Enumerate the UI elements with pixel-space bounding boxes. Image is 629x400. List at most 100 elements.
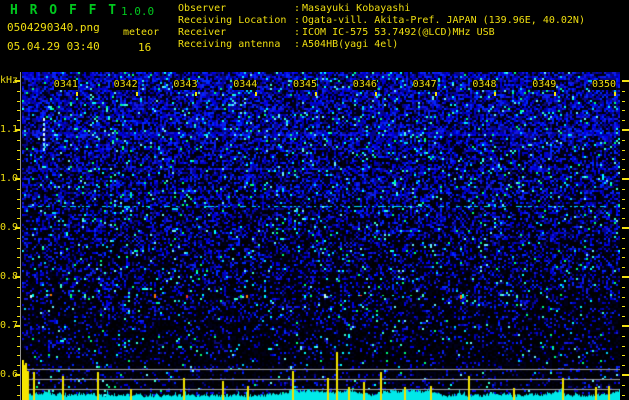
freq-major-tick-left [15, 276, 20, 278]
freq-minor-tick-left [17, 140, 20, 141]
freq-minor-tick-left [17, 189, 20, 190]
freq-minor-tick-right [622, 91, 625, 92]
time-tick-label: 0347 [412, 79, 437, 90]
freq-minor-tick-left [17, 218, 20, 219]
freq-major-tick-left [15, 374, 20, 376]
freq-minor-tick-left [17, 267, 20, 268]
freq-minor-tick-right [622, 199, 625, 200]
freq-minor-tick-left [17, 306, 20, 307]
info-label: Observer [178, 3, 227, 14]
minute-tick [195, 92, 198, 96]
freq-minor-tick-right [622, 316, 625, 317]
freq-minor-tick-right [622, 218, 625, 219]
spectrogram-canvas [22, 72, 620, 400]
freq-minor-tick-left [17, 336, 20, 337]
station-info-panel: Observer: Masayuki Kobayashi Receiving Loc… [178, 3, 585, 51]
frequency-unit-label: kHz [0, 75, 19, 86]
freq-minor-tick-right [622, 336, 625, 337]
minute-tick [434, 92, 437, 96]
freq-minor-tick-left [17, 355, 20, 356]
freq-minor-tick-right [622, 120, 625, 121]
freq-minor-tick-left [17, 346, 20, 347]
freq-minor-tick-left [17, 287, 20, 288]
info-label: Receiver [178, 27, 227, 38]
minute-tick [315, 92, 317, 96]
freq-major-tick-right [622, 178, 629, 180]
time-tick-label: 0346 [352, 79, 377, 90]
date-time: 05.04.29 03:40 [7, 40, 100, 53]
time-tick-label: 0342 [113, 79, 138, 90]
minute-tick [135, 92, 138, 96]
freq-major-tick-left [15, 129, 20, 131]
freq-tick-label: 0.6 [0, 369, 19, 380]
info-label: Receiving antenna [178, 39, 281, 50]
freq-major-tick-left [15, 178, 20, 180]
freq-minor-tick-right [622, 365, 625, 366]
freq-major-tick-right [622, 80, 629, 82]
meteor-count: 16 [138, 41, 152, 54]
time-tick-label: 0345 [293, 79, 318, 90]
info-value: A504HB(yagi 4el) [302, 39, 399, 50]
freq-minor-tick-left [17, 385, 20, 386]
minute-tick [614, 92, 616, 96]
info-row: Receiving antenna: A504HB(yagi 4el) [178, 39, 585, 51]
freq-tick-label: 0.7 [0, 320, 19, 331]
minute-tick [374, 92, 377, 96]
left-axis-line [20, 72, 21, 400]
freq-minor-tick-right [622, 306, 625, 307]
freq-minor-tick-right [622, 248, 625, 249]
time-tick-label: 0343 [173, 79, 198, 90]
mode-label: meteor [123, 27, 160, 38]
time-tick-label: 0348 [472, 79, 497, 90]
freq-minor-tick-right [622, 267, 625, 268]
freq-tick-label: 0.9 [0, 222, 19, 233]
app-title: H R O F F T [10, 3, 119, 18]
freq-tick-label: 1.1 [0, 124, 19, 135]
info-value: Masayuki Kobayashi [302, 3, 411, 14]
freq-minor-tick-right [622, 150, 625, 151]
freq-minor-tick-left [17, 238, 20, 239]
minute-tick [75, 92, 78, 96]
freq-minor-tick-right [622, 101, 625, 102]
freq-minor-tick-right [622, 110, 625, 111]
freq-major-tick-right [622, 325, 629, 327]
freq-minor-tick-left [17, 199, 20, 200]
freq-major-tick-right [622, 276, 629, 278]
minute-tick [554, 92, 557, 96]
time-tick-label: 0344 [233, 79, 258, 90]
freq-minor-tick-left [17, 297, 20, 298]
freq-minor-tick-left [17, 150, 20, 151]
freq-major-tick-left [15, 227, 20, 229]
freq-minor-tick-left [17, 257, 20, 258]
info-row: Observer: Masayuki Kobayashi [178, 3, 585, 15]
freq-minor-tick-left [17, 159, 20, 160]
freq-minor-tick-right [622, 395, 625, 396]
freq-minor-tick-left [17, 395, 20, 396]
freq-minor-tick-left [17, 91, 20, 92]
minute-tick [255, 92, 258, 96]
freq-minor-tick-left [17, 365, 20, 366]
freq-minor-tick-right [622, 169, 625, 170]
freq-minor-tick-right [622, 297, 625, 298]
freq-minor-tick-right [622, 287, 625, 288]
freq-major-tick-right [622, 374, 629, 376]
freq-minor-tick-left [17, 248, 20, 249]
freq-minor-tick-right [622, 208, 625, 209]
time-tick-label: 0349 [532, 79, 557, 90]
freq-minor-tick-right [622, 355, 625, 356]
freq-tick-label: 0.8 [0, 271, 19, 282]
freq-minor-tick-right [622, 140, 625, 141]
freq-minor-tick-left [17, 316, 20, 317]
info-separator: : [294, 39, 301, 50]
freq-minor-tick-left [17, 169, 20, 170]
freq-minor-tick-left [17, 110, 20, 111]
time-tick-label: 0350 [592, 79, 617, 90]
info-row: Receiver: ICOM IC-575 53.7492(@LCD)MHz US… [178, 27, 585, 39]
minute-tick [494, 92, 497, 96]
freq-major-tick-right [622, 227, 629, 229]
info-label: Receiving Location [178, 15, 287, 26]
time-tick-label: 0341 [53, 79, 78, 90]
info-value: ICOM IC-575 53.7492(@LCD)MHz USB [302, 27, 495, 38]
freq-major-tick-left [15, 80, 20, 82]
